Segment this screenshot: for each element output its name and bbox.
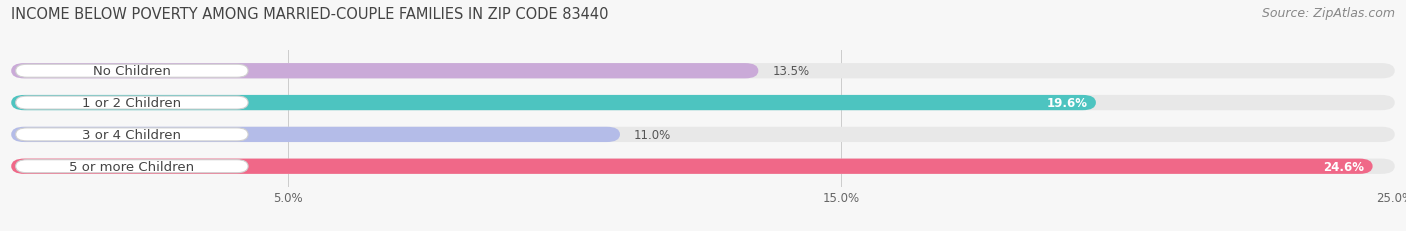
- FancyBboxPatch shape: [11, 64, 1395, 79]
- Text: 19.6%: 19.6%: [1046, 97, 1088, 109]
- FancyBboxPatch shape: [15, 97, 247, 109]
- Text: 1 or 2 Children: 1 or 2 Children: [83, 97, 181, 109]
- FancyBboxPatch shape: [11, 95, 1395, 111]
- FancyBboxPatch shape: [11, 159, 1395, 174]
- Text: 11.0%: 11.0%: [634, 128, 671, 141]
- FancyBboxPatch shape: [11, 95, 1095, 111]
- FancyBboxPatch shape: [15, 65, 247, 78]
- Text: Source: ZipAtlas.com: Source: ZipAtlas.com: [1261, 7, 1395, 20]
- Text: 13.5%: 13.5%: [772, 65, 810, 78]
- Text: INCOME BELOW POVERTY AMONG MARRIED-COUPLE FAMILIES IN ZIP CODE 83440: INCOME BELOW POVERTY AMONG MARRIED-COUPL…: [11, 7, 609, 22]
- FancyBboxPatch shape: [11, 127, 620, 143]
- Text: 24.6%: 24.6%: [1323, 160, 1364, 173]
- Text: 5 or more Children: 5 or more Children: [69, 160, 194, 173]
- Text: 3 or 4 Children: 3 or 4 Children: [83, 128, 181, 141]
- FancyBboxPatch shape: [15, 128, 247, 141]
- FancyBboxPatch shape: [11, 64, 758, 79]
- FancyBboxPatch shape: [11, 159, 1372, 174]
- Text: No Children: No Children: [93, 65, 170, 78]
- FancyBboxPatch shape: [15, 160, 247, 173]
- FancyBboxPatch shape: [11, 127, 1395, 143]
